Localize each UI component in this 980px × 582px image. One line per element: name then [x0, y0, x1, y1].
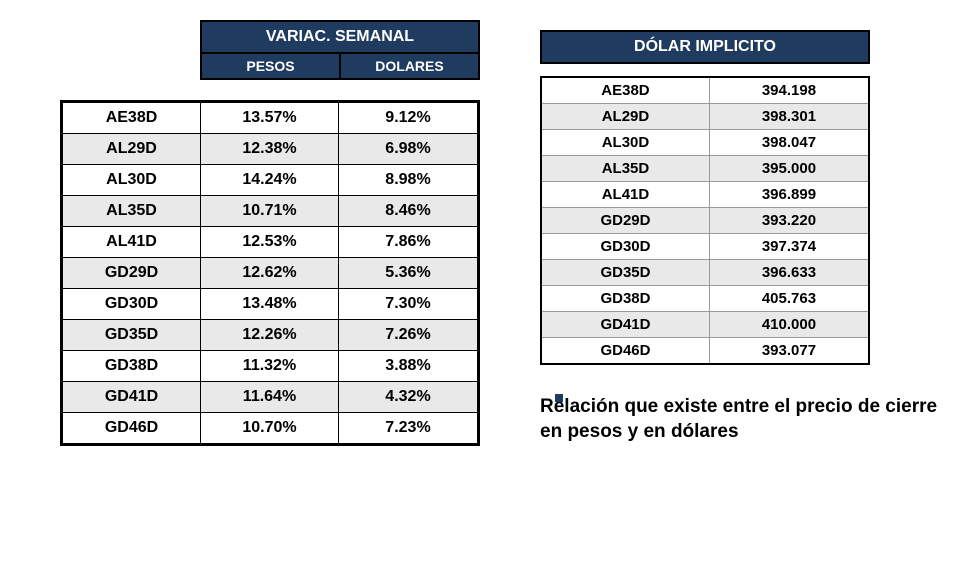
value-cell: 393.077 [710, 338, 868, 363]
table-row: GD29D393.220 [542, 208, 868, 234]
ticker-cell: AL30D [542, 130, 710, 155]
table-row: GD38D405.763 [542, 286, 868, 312]
value-cell: 396.899 [710, 182, 868, 207]
value-cell: 393.220 [710, 208, 868, 233]
pesos-cell: 11.32% [201, 351, 339, 381]
variac-subheader: PESOS DOLARES [200, 54, 480, 80]
dolares-cell: 4.32% [339, 382, 477, 412]
dolares-cell: 5.36% [339, 258, 477, 288]
ticker-cell: AE38D [63, 103, 201, 133]
dolar-title-wrap: DÓLAR IMPLICITO [540, 30, 870, 64]
ticker-cell: GD35D [542, 260, 710, 285]
table-row: GD29D12.62%5.36% [63, 258, 477, 289]
table-row: GD35D12.26%7.26% [63, 320, 477, 351]
ticker-cell: GD29D [542, 208, 710, 233]
ticker-cell: GD30D [63, 289, 201, 319]
value-cell: 394.198 [710, 78, 868, 103]
ticker-cell: AL30D [63, 165, 201, 195]
dolares-cell: 8.46% [339, 196, 477, 226]
value-cell: 395.000 [710, 156, 868, 181]
table-row: GD30D397.374 [542, 234, 868, 260]
ticker-cell: GD41D [63, 382, 201, 412]
ticker-cell: AL41D [542, 182, 710, 207]
ticker-cell: GD30D [542, 234, 710, 259]
ticker-cell: GD46D [542, 338, 710, 363]
table-row: GD30D13.48%7.30% [63, 289, 477, 320]
variac-header: VARIAC. SEMANAL PESOS DOLARES [200, 20, 480, 80]
dolares-cell: 8.98% [339, 165, 477, 195]
ticker-cell: AL41D [63, 227, 201, 257]
dolar-table: AE38D394.198AL29D398.301AL30D398.047AL35… [540, 76, 870, 365]
dolar-implicito-block: DÓLAR IMPLICITO AE38D394.198AL29D398.301… [540, 30, 920, 444]
value-cell: 410.000 [710, 312, 868, 337]
table-row: AE38D13.57%9.12% [63, 103, 477, 134]
dolares-cell: 7.30% [339, 289, 477, 319]
table-row: AL30D14.24%8.98% [63, 165, 477, 196]
ticker-cell: AL35D [63, 196, 201, 226]
value-cell: 398.047 [710, 130, 868, 155]
marker-dot [555, 394, 563, 402]
table-row: AL29D12.38%6.98% [63, 134, 477, 165]
variac-title: VARIAC. SEMANAL [200, 20, 480, 54]
table-row: GD41D11.64%4.32% [63, 382, 477, 413]
table-row: AL35D10.71%8.46% [63, 196, 477, 227]
table-row: GD38D11.32%3.88% [63, 351, 477, 382]
pesos-cell: 11.64% [201, 382, 339, 412]
value-cell: 396.633 [710, 260, 868, 285]
table-row: AL29D398.301 [542, 104, 868, 130]
ticker-cell: GD38D [63, 351, 201, 381]
ticker-cell: AE38D [542, 78, 710, 103]
pesos-cell: 12.38% [201, 134, 339, 164]
table-row: AL35D395.000 [542, 156, 868, 182]
pesos-cell: 10.71% [201, 196, 339, 226]
dolares-cell: 9.12% [339, 103, 477, 133]
value-cell: 405.763 [710, 286, 868, 311]
table-row: AL41D12.53%7.86% [63, 227, 477, 258]
ticker-cell: AL35D [542, 156, 710, 181]
pesos-cell: 12.53% [201, 227, 339, 257]
pesos-cell: 12.26% [201, 320, 339, 350]
table-row: GD46D393.077 [542, 338, 868, 363]
ticker-cell: GD35D [63, 320, 201, 350]
col-header-dolares: DOLARES [341, 54, 478, 78]
ticker-cell: GD38D [542, 286, 710, 311]
dolares-cell: 7.26% [339, 320, 477, 350]
value-cell: 397.374 [710, 234, 868, 259]
table-row: GD35D396.633 [542, 260, 868, 286]
table-row: AE38D394.198 [542, 78, 868, 104]
col-header-pesos: PESOS [202, 54, 341, 78]
variac-table: AE38D13.57%9.12%AL29D12.38%6.98%AL30D14.… [60, 100, 480, 446]
ticker-cell: GD29D [63, 258, 201, 288]
table-row: AL30D398.047 [542, 130, 868, 156]
pesos-cell: 13.48% [201, 289, 339, 319]
pesos-cell: 14.24% [201, 165, 339, 195]
pesos-cell: 13.57% [201, 103, 339, 133]
ticker-cell: AL29D [542, 104, 710, 129]
table-row: AL41D396.899 [542, 182, 868, 208]
dolar-title: DÓLAR IMPLICITO [542, 32, 868, 62]
value-cell: 398.301 [710, 104, 868, 129]
dolares-cell: 6.98% [339, 134, 477, 164]
pesos-cell: 10.70% [201, 413, 339, 443]
ticker-cell: GD46D [63, 413, 201, 443]
dolares-cell: 7.23% [339, 413, 477, 443]
table-row: GD46D10.70%7.23% [63, 413, 477, 443]
ticker-cell: AL29D [63, 134, 201, 164]
caption-text: Relación que existe entre el precio de c… [540, 395, 940, 444]
table-row: GD41D410.000 [542, 312, 868, 338]
dolares-cell: 7.86% [339, 227, 477, 257]
dolares-cell: 3.88% [339, 351, 477, 381]
variac-semanal-block: VARIAC. SEMANAL PESOS DOLARES AE38D13.57… [60, 20, 480, 446]
ticker-cell: GD41D [542, 312, 710, 337]
pesos-cell: 12.62% [201, 258, 339, 288]
